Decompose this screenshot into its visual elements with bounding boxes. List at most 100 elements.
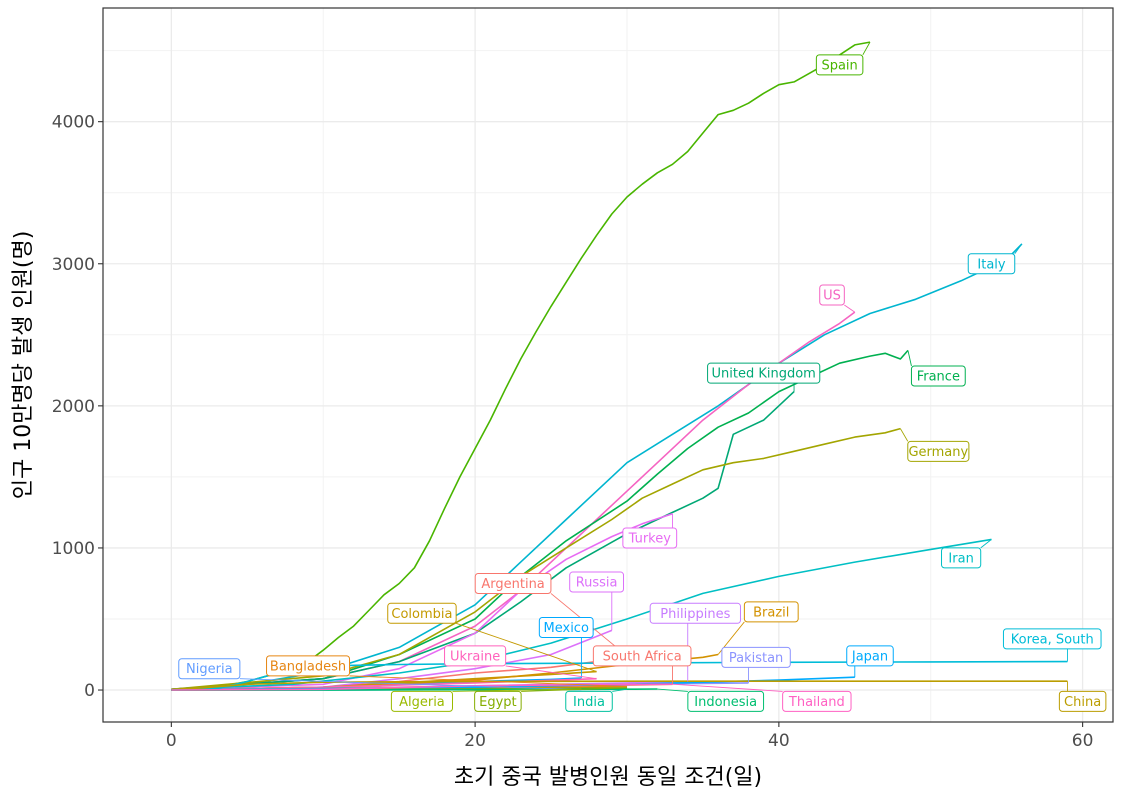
label-box: [846, 645, 894, 667]
series-label-text: Colombia: [391, 607, 452, 622]
label-box: [474, 690, 522, 712]
series-label-text: South Africa: [603, 649, 682, 664]
label-box: [1002, 628, 1102, 650]
series-label-text: Russia: [576, 576, 618, 591]
label-box: [474, 572, 552, 594]
series-line-germany: [171, 427, 901, 691]
label-box: [967, 253, 1016, 275]
series-label-italy: Italy: [967, 243, 1023, 275]
label-leader: [672, 683, 783, 692]
series-label-text: Turkey: [628, 531, 672, 546]
series-label-india: India: [565, 688, 628, 712]
label-box: [649, 602, 741, 624]
label-leader: [657, 688, 688, 692]
y-tick-label: 1000: [52, 539, 95, 559]
label-box: [444, 645, 507, 667]
series-label-text: Pakistan: [729, 651, 783, 666]
series-label-philippines: Philippines: [649, 602, 741, 682]
series-label-indonesia: Indonesia: [657, 688, 765, 712]
x-tick-label: 0: [166, 731, 177, 751]
label-leader: [521, 687, 627, 692]
label-leader: [452, 688, 582, 692]
series-label-china: China: [1058, 681, 1107, 712]
x-axis-title: 초기 중국 발병인원 동일 조건(일): [454, 765, 762, 790]
series-label-japan: Japan: [846, 645, 894, 678]
label-box: [390, 690, 453, 712]
label-box: [387, 602, 457, 624]
series-label-mexico: Mexico: [538, 617, 594, 678]
label-leader: [862, 41, 871, 56]
series-line-united-kingdom: [171, 391, 795, 691]
label-box: [565, 690, 613, 712]
label-box: [592, 645, 692, 667]
label-leader: [980, 539, 992, 549]
series-label-colombia: Colombia: [387, 602, 597, 672]
label-leader: [456, 622, 597, 672]
series-label-text: Thailand: [788, 695, 845, 710]
series-label-text: Bangladesh: [270, 659, 346, 674]
label-box: [907, 440, 970, 462]
label-box: [178, 658, 241, 680]
label-box: [743, 601, 799, 623]
series-label-text: Italy: [977, 257, 1006, 272]
series-line-korea-south: [171, 660, 1068, 691]
series-line-us: [171, 311, 856, 691]
series-label-text: Brazil: [753, 605, 789, 620]
series-label-text: Nigeria: [186, 662, 233, 677]
label-leader: [505, 665, 597, 680]
label-box: [941, 547, 982, 569]
label-box: [687, 690, 765, 712]
series-label-text: Spain: [821, 58, 857, 73]
x-tick-label: 60: [1072, 731, 1094, 751]
series-label-text: Egypt: [479, 695, 517, 710]
series-label-text: Indonesia: [694, 695, 757, 710]
series-label-france: France: [907, 350, 966, 387]
series-label-iran: Iran: [941, 539, 992, 569]
label-leader: [907, 350, 912, 367]
label-leader: [1014, 243, 1023, 255]
label-box: [266, 655, 351, 677]
label-box: [782, 690, 852, 712]
series-label-nigeria: Nigeria: [178, 658, 582, 691]
label-box: [707, 362, 821, 384]
series-label-text: Argentina: [481, 577, 544, 592]
label-leader: [349, 675, 628, 687]
series-label-thailand: Thailand: [672, 683, 852, 712]
series-label-egypt: Egypt: [474, 687, 627, 712]
series-label-text: China: [1064, 695, 1101, 710]
label-box: [910, 365, 966, 387]
series-line-china: [171, 680, 1068, 691]
series-label-pakistan: Pakistan: [721, 646, 791, 683]
series-line-france: [171, 349, 909, 691]
label-box: [815, 54, 864, 76]
x-tick-label: 20: [464, 731, 486, 751]
label-box: [721, 646, 791, 668]
y-tick-label: 0: [84, 681, 95, 701]
series-labels: Spain Italy US France United Kingdom Germany T…: [178, 41, 1107, 712]
series-label-text: Germany: [908, 445, 968, 460]
series-label-spain: Spain: [815, 41, 871, 76]
series-label-south-africa: South Africa: [592, 645, 692, 685]
series-label-text: Algeria: [399, 695, 445, 710]
series-label-text: Mexico: [544, 621, 589, 636]
series-label-russia: Russia: [569, 571, 625, 631]
grid: [103, 8, 1113, 722]
label-box: [569, 571, 625, 593]
series-label-text: Japan: [851, 649, 888, 664]
label-box: [622, 527, 678, 549]
series-label-text: Ukraine: [450, 649, 500, 664]
series-label-text: United Kingdom: [712, 367, 816, 382]
series-label-text: India: [573, 695, 605, 710]
label-leader: [899, 428, 909, 442]
series-line-spain: [171, 41, 871, 691]
series-label-bangladesh: Bangladesh: [266, 655, 628, 687]
panel-border: [102, 7, 1114, 723]
series-label-us: US: [819, 284, 856, 313]
x-tick-label: 40: [768, 731, 790, 751]
y-axis-title: 인구 10만명당 발생 인원(명): [11, 231, 36, 500]
series-label-text: Philippines: [660, 607, 730, 622]
series-label-text: Korea, South: [1011, 632, 1094, 647]
series-label-text: US: [823, 289, 841, 304]
y-tick-label: 3000: [52, 255, 95, 275]
